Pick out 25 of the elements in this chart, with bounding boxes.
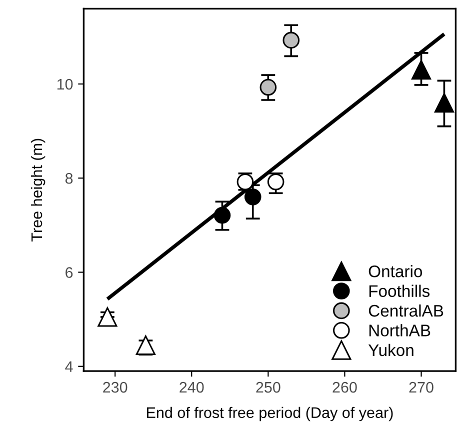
y-tick-label: 6 [66, 267, 73, 278]
x-tick-label: 260 [332, 382, 357, 393]
x-tick-label: 270 [409, 382, 434, 393]
legend-label: Ontario [368, 265, 422, 278]
x-tick-label: 240 [180, 382, 204, 393]
legend-label: CentralAB [368, 304, 444, 317]
point [434, 93, 454, 113]
point [411, 60, 432, 80]
y-tick-label: 4 [65, 361, 73, 372]
point [282, 32, 300, 49]
x-axis-title: End of frost free period (Day of year) [146, 406, 393, 422]
y-tick-label: 8 [65, 172, 73, 184]
y-axis-title: Tree height (m) [30, 138, 46, 242]
y-tick-label: 10 [57, 78, 73, 90]
point [136, 335, 156, 355]
legend-label: Yukon [368, 344, 414, 356]
x-tick-label: 250 [256, 382, 280, 393]
point [98, 307, 118, 327]
legend-label: Foothills [369, 284, 430, 297]
legend-label: NorthAB [369, 324, 430, 336]
point [260, 78, 277, 96]
point [244, 188, 262, 206]
point [267, 173, 284, 190]
point [214, 206, 231, 224]
x-tick-label: 230 [103, 382, 128, 393]
